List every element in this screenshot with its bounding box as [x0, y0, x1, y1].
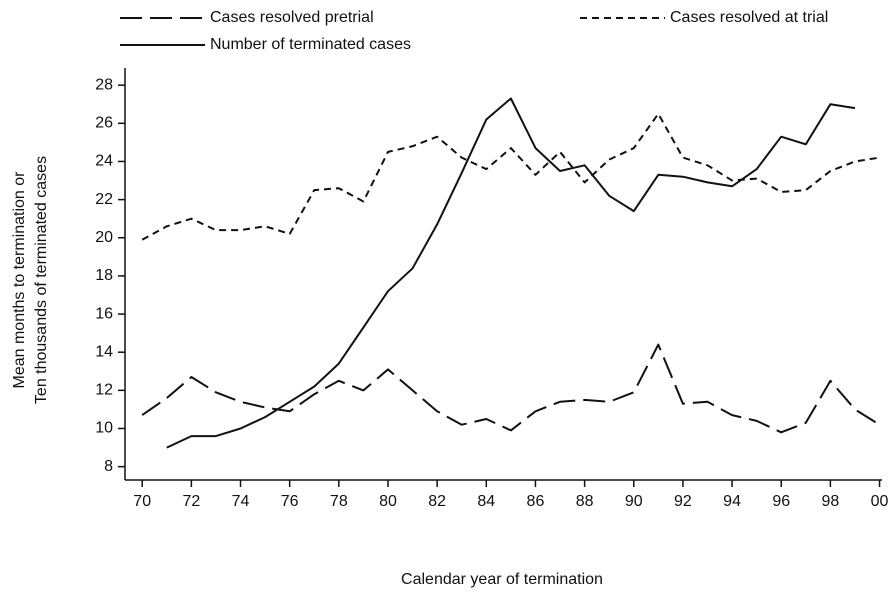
- x-tick-label: 90: [625, 493, 643, 510]
- legend-label: Cases resolved at trial: [670, 9, 828, 26]
- x-tick-label: 84: [477, 493, 495, 510]
- x-tick-label: 78: [330, 493, 348, 510]
- y-tick-label: 16: [95, 305, 113, 322]
- series-line: [166, 97, 856, 449]
- legend-label: Number of terminated cases: [210, 36, 411, 53]
- series-line: [141, 112, 880, 241]
- x-tick-label: 72: [182, 493, 200, 510]
- x-tick-label: 82: [428, 493, 446, 510]
- y-axis-label: Mean months to termination or Ten thousa…: [11, 156, 50, 404]
- x-tick-label: 00: [871, 493, 889, 510]
- x-axis-label: Calendar year of termination: [401, 571, 603, 588]
- x-tick-label: 86: [527, 493, 545, 510]
- y-tick-label: 22: [95, 191, 113, 208]
- x-tick-label: 74: [232, 493, 250, 510]
- y-tick-label: 12: [95, 382, 113, 399]
- y-tick-label: 10: [95, 420, 113, 437]
- x-tick-label: 92: [674, 493, 692, 510]
- legend-label: Cases resolved pretrial: [210, 9, 374, 26]
- x-tick-label: 76: [281, 493, 299, 510]
- x-tick-label: 94: [723, 493, 741, 510]
- y-tick-label: 8: [104, 458, 113, 475]
- y-tick-label: 14: [95, 343, 113, 360]
- y-tick-label: 28: [95, 76, 113, 93]
- series-line: [141, 343, 881, 434]
- y-axis-label-line: Ten thousands of terminated cases: [33, 156, 50, 404]
- x-tick-label: 98: [821, 493, 839, 510]
- x-tick-label: 96: [772, 493, 790, 510]
- y-tick-label: 20: [95, 229, 113, 246]
- y-axis-label-line: Mean months to termination or: [11, 171, 28, 389]
- x-tick-label: 88: [576, 493, 594, 510]
- y-tick-label: 26: [95, 115, 113, 132]
- y-tick-label: 18: [95, 267, 113, 284]
- x-tick-label: 70: [133, 493, 151, 510]
- y-tick-label: 24: [95, 153, 113, 170]
- x-tick-label: 80: [379, 493, 397, 510]
